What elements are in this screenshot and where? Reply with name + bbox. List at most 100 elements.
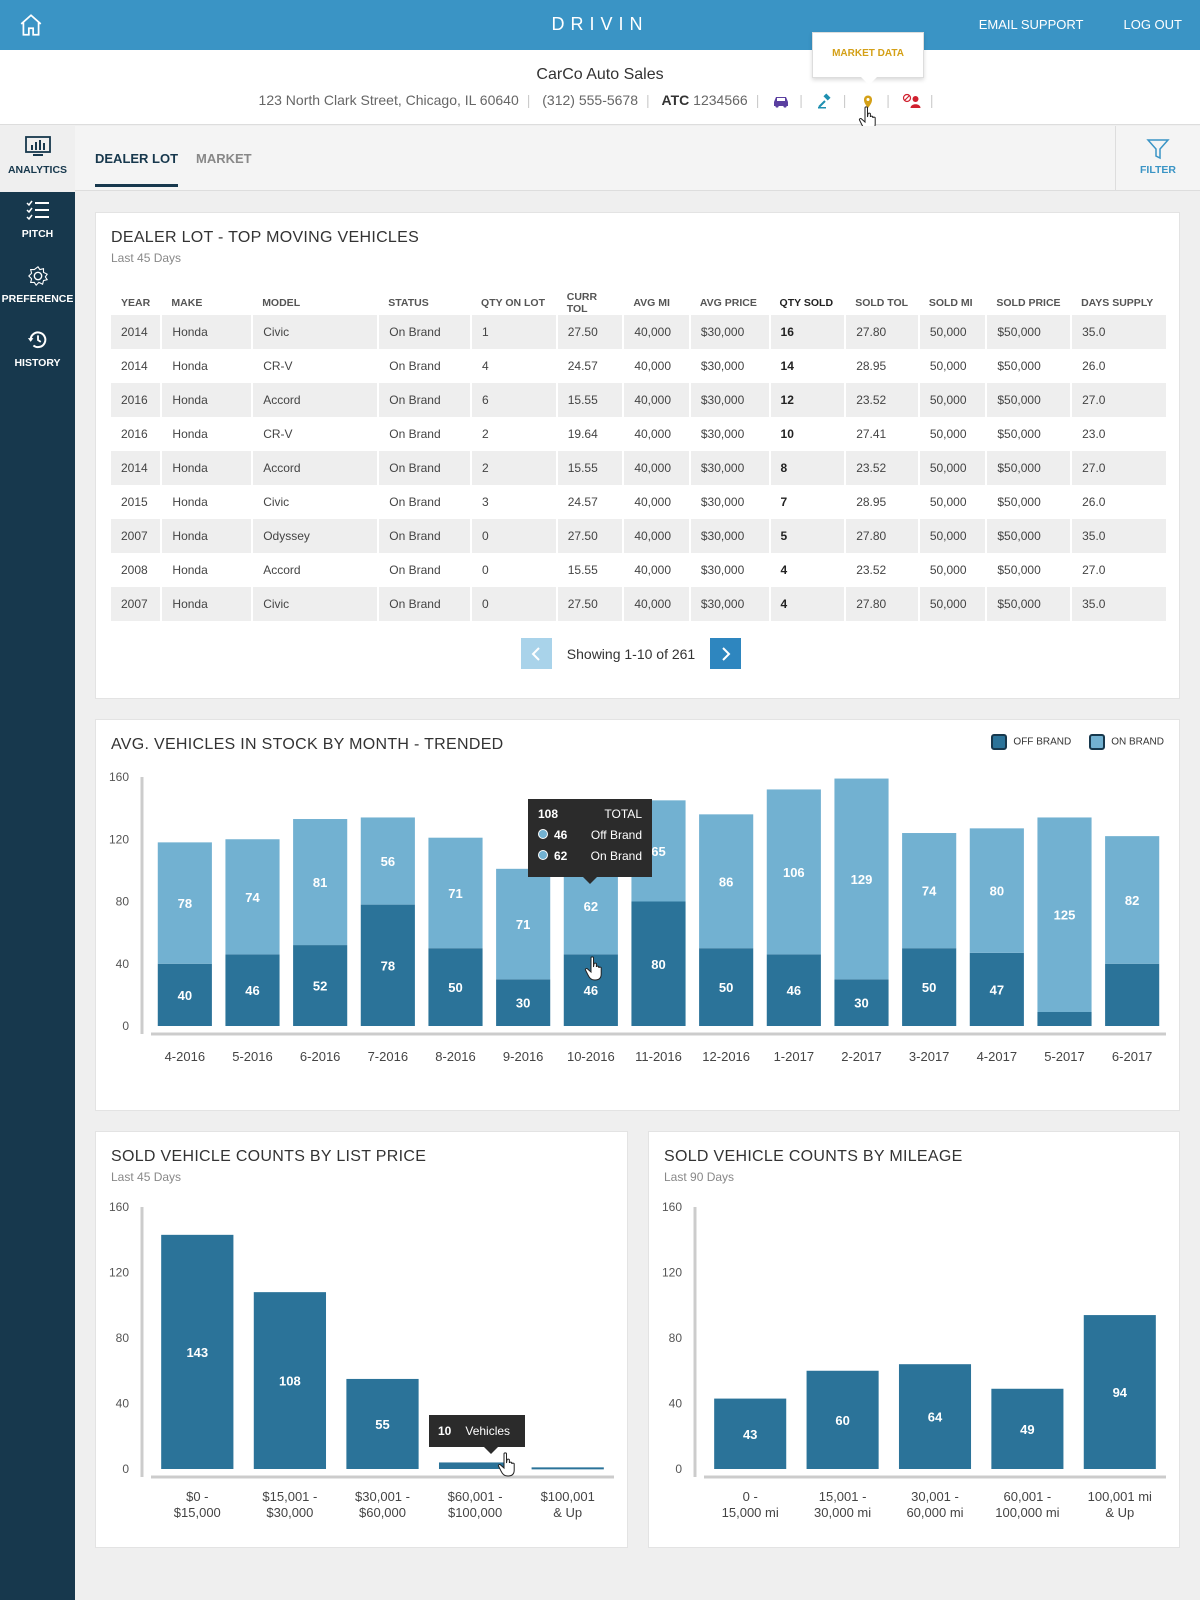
filter-icon <box>1146 139 1170 160</box>
price-chart-card: SOLD VEHICLE COUNTS BY LIST PRICE Last 4… <box>95 1131 628 1548</box>
tooltip-total-label: TOTAL <box>604 807 642 821</box>
x-tick-label: 15,000 mi <box>722 1505 779 1520</box>
tab-market[interactable]: MARKET <box>196 151 252 166</box>
y-tick-label: 40 <box>116 1397 130 1411</box>
dealer-phone: (312) 555-5678 <box>542 92 639 108</box>
table-row[interactable]: 2007 Honda Civic On Brand 0 27.50 40,000 $30,00… <box>111 587 1166 621</box>
bar-on-brand <box>360 817 415 905</box>
sidebar-item-history[interactable]: HISTORY <box>0 329 75 369</box>
table-cell: On Brand <box>377 519 472 553</box>
column-header[interactable]: AVG MI <box>633 297 670 309</box>
table-row[interactable]: 2016 Honda CR-V On Brand 2 19.64 40,000 $30,000… <box>111 417 1166 451</box>
bar-on-brand <box>1105 836 1160 964</box>
y-tick-label: 40 <box>669 1397 683 1411</box>
table-cell: $50,000 <box>985 315 1072 349</box>
table-cell: 40,000 <box>622 417 690 451</box>
bar-data-label: 80 <box>990 884 1004 899</box>
x-tick-label: 5-2017 <box>1044 1049 1084 1064</box>
table-cell: 4 <box>470 349 557 383</box>
monitor-chart-icon <box>24 136 51 156</box>
table-cell: 27.50 <box>555 519 624 553</box>
table-cell: 2016 <box>111 417 162 451</box>
column-header[interactable]: QTY ON LOT <box>481 297 546 309</box>
table-cell: 1 <box>470 315 557 349</box>
column-header[interactable]: YEAR <box>121 297 151 309</box>
column-header[interactable]: DAYS SUPPLY <box>1081 297 1154 309</box>
column-header[interactable]: SOLD PRICE <box>996 297 1061 309</box>
filter-button[interactable]: FILTER <box>1115 126 1200 191</box>
x-tick-label: $60,000 <box>359 1505 406 1520</box>
table-cell: 16 <box>768 315 846 349</box>
table-cell: $50,000 <box>985 383 1072 417</box>
bar-off-brand <box>969 952 1024 1026</box>
table-cell: 27.80 <box>844 587 919 621</box>
table-row[interactable]: 2016 Honda Accord On Brand 6 15.55 40,000 $30,0… <box>111 383 1166 417</box>
table-row[interactable]: 2015 Honda Civic On Brand 3 24.57 40,000 $30,00… <box>111 485 1166 519</box>
tooltip-total: 108 <box>538 807 559 821</box>
table-cell: 50,000 <box>917 417 987 451</box>
home-icon[interactable] <box>18 12 44 38</box>
x-tick-label: 15,001 - <box>819 1489 867 1504</box>
table-cell: $30,000 <box>688 383 770 417</box>
column-header[interactable]: AVG PRICE <box>699 297 757 309</box>
log-out-link[interactable]: LOG OUT <box>1123 17 1182 32</box>
bar-data-label: 46 <box>245 983 259 998</box>
table-cell: 7 <box>768 485 846 519</box>
column-header[interactable]: QTY SOLD <box>779 297 834 309</box>
table-cell: $30,000 <box>688 485 770 519</box>
column-header[interactable]: MODEL <box>262 297 301 309</box>
bar <box>898 1364 972 1469</box>
next-page-button[interactable] <box>710 638 742 669</box>
table-row[interactable]: 2014 Honda Accord On Brand 2 15.55 40,000 $30,0… <box>111 451 1166 485</box>
bar-data-label: 71 <box>516 917 530 932</box>
tab-bar: DEALER LOT MARKET FILTER <box>75 126 1200 191</box>
email-support-link[interactable]: EMAIL SUPPORT <box>978 17 1084 32</box>
dealer-name: CarCo Auto Sales <box>536 66 664 83</box>
table-row[interactable]: 2007 Honda Odyssey On Brand 0 27.50 40,000 $30,… <box>111 519 1166 553</box>
table-cell: On Brand <box>377 451 472 485</box>
table-cell: 40,000 <box>622 485 690 519</box>
y-tick-label: 80 <box>116 895 130 909</box>
x-tick-label: 11-2016 <box>635 1049 682 1064</box>
auction-gavel-icon[interactable] <box>815 93 835 109</box>
tooltip-on-label: On Brand <box>590 849 642 863</box>
bar-data-label: 86 <box>719 874 733 889</box>
sidebar-label: PITCH <box>21 228 54 240</box>
column-header[interactable]: CURR TOL <box>566 291 598 315</box>
bar-data-label: 82 <box>1125 893 1139 908</box>
sidebar-item-preference[interactable]: PREFERENCE <box>0 265 75 305</box>
y-tick-label: 160 <box>109 1200 129 1214</box>
prev-page-button[interactable] <box>520 638 552 669</box>
table-row[interactable]: 2008 Honda Accord On Brand 0 15.55 40,000 $30,0… <box>111 553 1166 587</box>
map-pin-icon[interactable] <box>858 93 878 109</box>
column-header[interactable]: STATUS <box>388 297 429 309</box>
column-header[interactable]: SOLD MI <box>928 297 973 309</box>
table-row[interactable]: 2014 Honda CR-V On Brand 4 24.57 40,000 $30,000… <box>111 349 1166 383</box>
table-cell: Accord <box>251 451 379 485</box>
tab-dealer-lot[interactable]: DEALER LOT <box>95 151 179 187</box>
bar <box>1083 1315 1156 1469</box>
bar-data-label: 65 <box>651 844 665 859</box>
sidebar-label: ANALYTICS <box>7 164 68 176</box>
stock-chart: 0 40 80 120 160 40 78 4-2016 46 74 5-2016 52 81 6-201… <box>109 770 1166 1064</box>
table-cell: $50,000 <box>985 349 1072 383</box>
car-icon[interactable] <box>771 93 791 109</box>
blocked-user-icon[interactable] <box>902 93 922 109</box>
table-cell: 15.55 <box>555 451 624 485</box>
bar-on-brand <box>496 868 551 980</box>
table-cell: 10 <box>768 417 846 451</box>
table-cell: 3 <box>470 485 557 519</box>
card-title: SOLD VEHICLE COUNTS BY MILEAGE <box>664 1148 963 1165</box>
table-row[interactable]: 2014 Honda Civic On Brand 1 27.50 40,000 $30,00… <box>111 315 1166 349</box>
hand-cursor-icon <box>497 1452 515 1477</box>
sidebar-item-analytics[interactable]: ANALYTICS <box>0 126 75 192</box>
table-cell: 27.0 <box>1070 451 1166 485</box>
card-subtitle: Last 45 Days <box>111 251 182 265</box>
column-header[interactable]: SOLD TOL <box>855 297 909 309</box>
table-cell: $30,000 <box>688 519 770 553</box>
x-tick-label: $15,001 - <box>262 1489 317 1504</box>
x-tick-label: 60,000 mi <box>906 1505 963 1520</box>
sidebar-item-pitch[interactable]: PITCH <box>0 200 75 240</box>
table-cell: 50,000 <box>917 553 987 587</box>
column-header[interactable]: MAKE <box>171 297 203 309</box>
